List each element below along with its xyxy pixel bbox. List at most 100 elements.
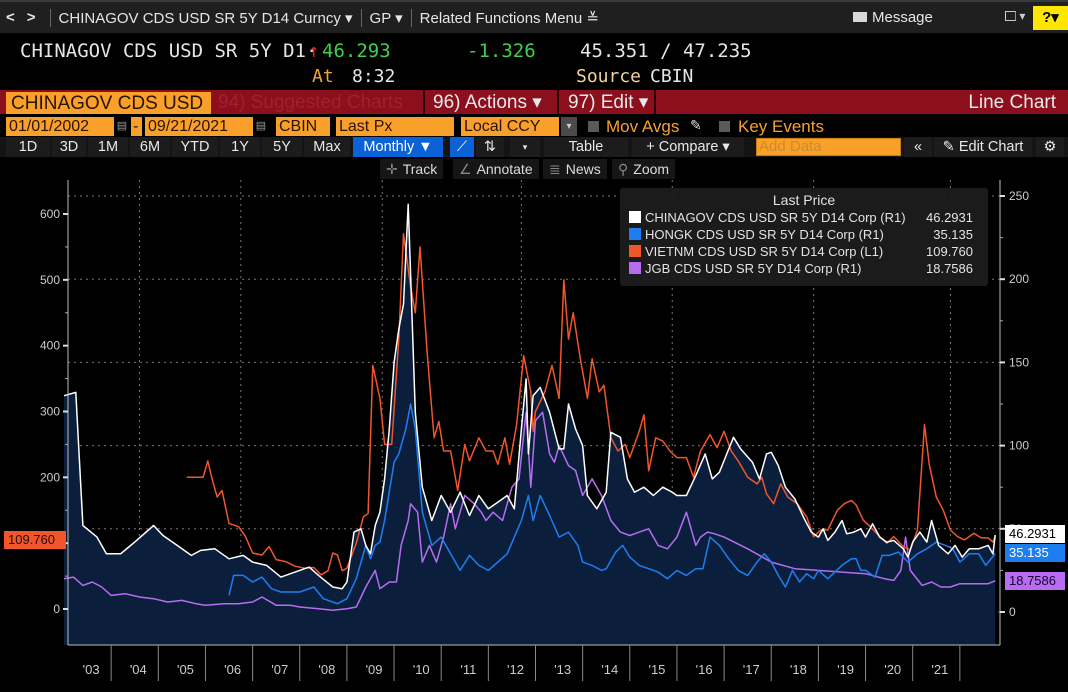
- price-tag-hongk: 35.135: [1005, 544, 1065, 562]
- screen-icon: [1005, 11, 1016, 21]
- zoom-label: Zoom: [633, 161, 670, 177]
- add-data-input[interactable]: Add Data: [756, 138, 901, 156]
- magnifier-icon: ⚲: [618, 161, 629, 177]
- table-button[interactable]: Table: [544, 137, 628, 157]
- right-axis-tick-label: 100: [1009, 439, 1029, 453]
- help-button[interactable]: ?▾: [1033, 6, 1068, 30]
- key-events-checkbox[interactable]: [719, 121, 730, 132]
- news-button[interactable]: ≣ News: [543, 159, 607, 179]
- settings-gear-icon[interactable]: ⚙: [1036, 137, 1064, 157]
- compare-button[interactable]: + Compare ▾: [632, 137, 744, 157]
- legend-item[interactable]: VIETNM CDS USD SR 5Y D14 Corp (L1) 109.76…: [629, 244, 981, 260]
- screen-dropdown: ▾: [1019, 9, 1026, 23]
- suggested-charts-button[interactable]: 94) Suggested Charts: [218, 92, 403, 113]
- date-dash: -: [131, 117, 142, 136]
- calendar-icon[interactable]: ▤: [116, 120, 128, 132]
- message-label: Message: [872, 9, 933, 26]
- actions-menu[interactable]: 96) Actions ▾: [433, 92, 542, 113]
- security-selector[interactable]: CHINAGOV CDS USD SR 5Y D14 Curncy ▾: [58, 9, 353, 27]
- legend-title: Last Price: [772, 192, 836, 208]
- left-axis-tick-label: 600: [40, 207, 60, 221]
- x-axis-tick-label: '14: [601, 662, 618, 677]
- legend-label: VIETNM CDS USD SR 5Y D14 Corp (L1): [645, 244, 884, 259]
- legend-item[interactable]: HONGK CDS USD SR 5Y D14 Corp (R1) 35.135: [629, 227, 981, 243]
- legend-item[interactable]: JGB CDS USD SR 5Y D14 Corp (R1) 18.7586: [629, 261, 981, 277]
- end-date-field[interactable]: 09/21/2021: [145, 117, 253, 136]
- range-6m[interactable]: 6M: [130, 137, 170, 157]
- legend-value: 109.760: [926, 244, 973, 259]
- separator: [423, 90, 425, 114]
- calendar-icon[interactable]: ▤: [255, 120, 267, 132]
- range-1d[interactable]: 1D: [6, 137, 50, 157]
- separator: [410, 8, 412, 27]
- key-events-label[interactable]: Key Events: [738, 117, 824, 136]
- x-axis-tick-label: '19: [837, 662, 854, 677]
- series-line-jgb[interactable]: [63, 411, 996, 612]
- range-1m[interactable]: 1M: [88, 137, 128, 157]
- frequency-selector[interactable]: Monthly ▼: [353, 137, 443, 157]
- x-axis-tick-label: '21: [931, 662, 948, 677]
- series-line-hongk[interactable]: [228, 403, 996, 605]
- left-axis-tick-label: 0: [53, 602, 60, 616]
- pencil-icon: ✎: [942, 139, 959, 155]
- source-field[interactable]: CBIN: [276, 117, 330, 136]
- range-3d[interactable]: 3D: [52, 137, 86, 157]
- edit-chart-label: Edit Chart: [958, 139, 1024, 155]
- series-line-chinagov[interactable]: [63, 203, 996, 590]
- annotate-icon: ∠: [459, 161, 472, 177]
- back-button[interactable]: <: [6, 9, 15, 26]
- x-axis-tick-label: '10: [413, 662, 430, 677]
- price-tag-jgb: 18.7586: [1005, 572, 1065, 590]
- edit-menu[interactable]: 97) Edit ▾: [568, 92, 649, 113]
- last-price: 46.293: [322, 40, 391, 62]
- legend-label: CHINAGOV CDS USD SR 5Y D14 Corp (R1): [645, 210, 906, 225]
- annotate-button[interactable]: ∠ Annotate: [453, 159, 539, 179]
- quote-time: 8:32: [352, 66, 396, 87]
- legend-label: JGB CDS USD SR 5Y D14 Corp (R1): [645, 261, 862, 276]
- chart-type-label: Line Chart: [968, 92, 1056, 113]
- x-axis-tick-label: '12: [507, 662, 524, 677]
- range-5y[interactable]: 5Y: [262, 137, 302, 157]
- range-1y[interactable]: 1Y: [220, 137, 260, 157]
- mov-avgs-label[interactable]: Mov Avgs: [606, 117, 680, 136]
- screen-share-button[interactable]: ▾: [1005, 9, 1025, 23]
- zoom-button[interactable]: ⚲ Zoom: [612, 159, 676, 179]
- bid-ask: 45.351 / 47.235: [580, 40, 752, 62]
- price-tag-vietnm: 109.760: [4, 531, 66, 549]
- related-functions-menu[interactable]: Related Functions Menu ≚: [419, 9, 599, 27]
- line-chart-icon[interactable]: ⟋: [450, 137, 474, 157]
- function-selector[interactable]: GP ▾: [369, 9, 403, 27]
- chart-style-dropdown[interactable]: ▾: [510, 137, 540, 157]
- currency-selector[interactable]: Local CCY: [461, 117, 559, 136]
- pencil-icon[interactable]: ✎: [690, 117, 702, 133]
- left-axis-tick-label: 200: [40, 470, 60, 484]
- x-axis-tick-label: '11: [460, 662, 476, 677]
- envelope-icon: [853, 12, 867, 22]
- track-button[interactable]: ✛ Track: [380, 159, 444, 179]
- edit-chart-button[interactable]: ✎ Edit Chart: [934, 137, 1032, 157]
- series-line-vietnm[interactable]: [186, 233, 996, 576]
- forward-button[interactable]: >: [26, 9, 36, 26]
- series-area-fill: [64, 204, 996, 646]
- top-nav-bar: < > CHINAGOV CDS USD SR 5Y D14 Curncy ▾ …: [0, 0, 1068, 33]
- range-ytd[interactable]: YTD: [172, 137, 218, 157]
- currency-dropdown[interactable]: ▾: [561, 117, 577, 136]
- collapse-button[interactable]: «: [904, 137, 932, 157]
- x-axis-tick-label: '17: [743, 662, 760, 677]
- mov-avgs-checkbox[interactable]: [588, 121, 599, 132]
- range-max[interactable]: Max: [304, 137, 350, 157]
- legend-swatch: [629, 245, 641, 257]
- price-field-selector[interactable]: Last Px: [336, 117, 454, 136]
- bar-chart-icon[interactable]: ⇅: [476, 137, 504, 157]
- separator: [654, 90, 656, 114]
- legend-swatch: [629, 211, 641, 223]
- legend-item[interactable]: CHINAGOV CDS USD SR 5Y D14 Corp (R1) 46.2…: [629, 210, 981, 226]
- left-axis-tick-label: 300: [40, 405, 60, 419]
- security-tag[interactable]: CHINAGOV CDS USD: [6, 92, 211, 114]
- source-value: CBIN: [650, 66, 694, 87]
- message-button[interactable]: Message: [853, 9, 933, 26]
- legend-value: 46.2931: [926, 210, 973, 225]
- start-date-field[interactable]: 01/01/2002: [6, 117, 114, 136]
- source-label: Source: [576, 66, 642, 87]
- legend-value: 18.7586: [926, 261, 973, 276]
